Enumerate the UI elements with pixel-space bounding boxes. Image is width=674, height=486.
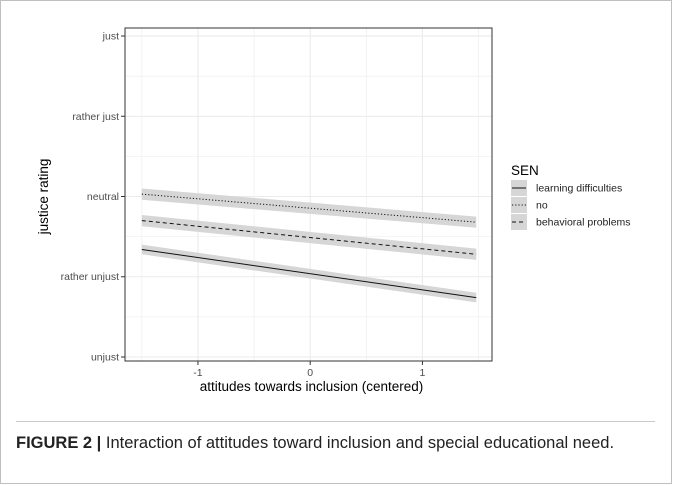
legend-label: learning difficulties bbox=[536, 183, 622, 195]
grid bbox=[125, 28, 492, 361]
x-tick-label: -1 bbox=[193, 367, 202, 379]
y-tick-label: unjust bbox=[91, 351, 119, 363]
legend-label: behavioral problems bbox=[536, 217, 631, 229]
plot-panel bbox=[124, 27, 493, 362]
figure-label: FIGURE 2 | bbox=[16, 434, 102, 452]
x-tick-label: 1 bbox=[419, 367, 425, 379]
caption-text: Interaction of attitudes toward inclusio… bbox=[101, 434, 615, 452]
x-axis: -1 0 1 bbox=[193, 361, 425, 379]
y-tick-label: rather unjust bbox=[61, 271, 119, 283]
series-lines bbox=[141, 193, 477, 299]
series-line-0 bbox=[141, 248, 477, 299]
confidence-band-1 bbox=[141, 188, 477, 228]
legend-title: SEN bbox=[511, 163, 539, 178]
legend-label: no bbox=[536, 200, 548, 212]
y-tick-label: neutral bbox=[87, 191, 119, 203]
y-tick-label: just bbox=[102, 31, 119, 43]
y-axis: unjust rather unjust neutral rather just jus… bbox=[61, 31, 125, 363]
series-line-2 bbox=[141, 220, 477, 255]
legend: SEN learning difficulties no behavioral pr… bbox=[511, 163, 631, 230]
x-tick-label: 0 bbox=[307, 367, 313, 379]
y-axis-label: justice rating bbox=[36, 159, 51, 236]
confidence-bands bbox=[141, 188, 477, 303]
y-tick-label: rather just bbox=[72, 111, 119, 123]
x-axis-label: attitudes towards inclusion (centered) bbox=[200, 379, 424, 394]
caption-divider bbox=[16, 421, 655, 422]
figure-caption: FIGURE 2 | Interaction of attitudes towa… bbox=[16, 432, 656, 455]
